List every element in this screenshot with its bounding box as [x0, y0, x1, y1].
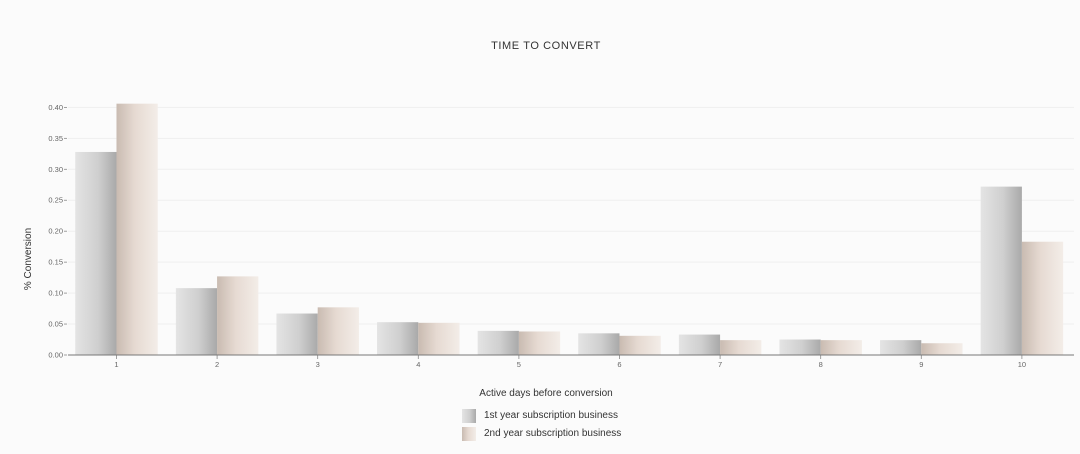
bar-series-2-cat-2: [217, 276, 259, 355]
x-tick-label-8: 8: [819, 360, 823, 369]
bar-series-1-cat-10: [980, 186, 1022, 355]
legend-label-series-2: 2nd year subscription business: [484, 428, 622, 439]
y-tick-label-3: 0.15: [48, 258, 63, 267]
y-tick-label-5: 0.25: [48, 196, 63, 205]
x-axis-label: Active days before conversion: [479, 388, 612, 399]
bar-series-1-cat-4: [377, 322, 419, 355]
x-tick-label-4: 4: [416, 360, 420, 369]
legend-item-series-1: 1st year subscription business: [462, 408, 722, 424]
legend-swatch-series-2: [462, 427, 476, 441]
legend-swatch-series-1: [462, 409, 476, 423]
bar-series-1-cat-8: [779, 339, 821, 355]
legend-label-series-1: 1st year subscription business: [484, 410, 618, 421]
bar-series-2-cat-3: [317, 307, 359, 355]
axes: 0.00 0.05 0.10 0.15 0.20 0.25 0.30 0.35 0.40 1 2 3 4…: [48, 103, 1074, 369]
bar-series-1-cat-3: [276, 313, 318, 355]
bar-series-2-cat-1: [116, 103, 158, 356]
y-tick-label-1: 0.05: [48, 320, 63, 329]
x-tick-label-9: 9: [919, 360, 923, 369]
bar-series-2-cat-4: [418, 322, 460, 355]
chart-title: TIME TO CONVERT: [491, 40, 601, 52]
legend: 1st year subscription business 2nd year …: [462, 408, 722, 444]
y-tick-label-2: 0.10: [48, 289, 63, 298]
bars: [75, 103, 1064, 356]
bar-series-2-cat-8: [820, 340, 862, 355]
x-tick-label-1: 1: [114, 360, 118, 369]
bar-series-1-cat-9: [880, 340, 922, 355]
bar-series-1-cat-7: [678, 334, 721, 355]
bar-series-2-cat-6: [619, 335, 661, 355]
y-tick-label-7: 0.35: [48, 134, 63, 143]
bar-series-2-cat-5: [518, 331, 561, 355]
x-tick-label-7: 7: [718, 360, 722, 369]
x-tick-label-5: 5: [517, 360, 521, 369]
y-axis-label: % Conversion: [23, 228, 34, 290]
y-tick-label-8: 0.40: [48, 103, 63, 112]
bar-series-2-cat-9: [921, 343, 963, 355]
bar-series-1-cat-2: [175, 288, 218, 355]
x-tick-label-3: 3: [316, 360, 320, 369]
y-tick-label-6: 0.30: [48, 165, 63, 174]
y-tick-label-4: 0.20: [48, 227, 63, 236]
x-tick-label-10: 10: [1018, 360, 1026, 369]
bar-series-2-cat-10: [1021, 241, 1064, 355]
x-tick-label-2: 2: [215, 360, 219, 369]
bar-series-1-cat-5: [477, 330, 519, 355]
bar-series-2-cat-7: [720, 340, 762, 355]
bar-series-1-cat-6: [578, 333, 620, 355]
y-tick-label-0: 0.00: [48, 351, 63, 360]
x-tick-label-6: 6: [617, 360, 621, 369]
bar-series-1-cat-1: [75, 151, 117, 355]
legend-item-series-2: 2nd year subscription business: [462, 426, 722, 442]
